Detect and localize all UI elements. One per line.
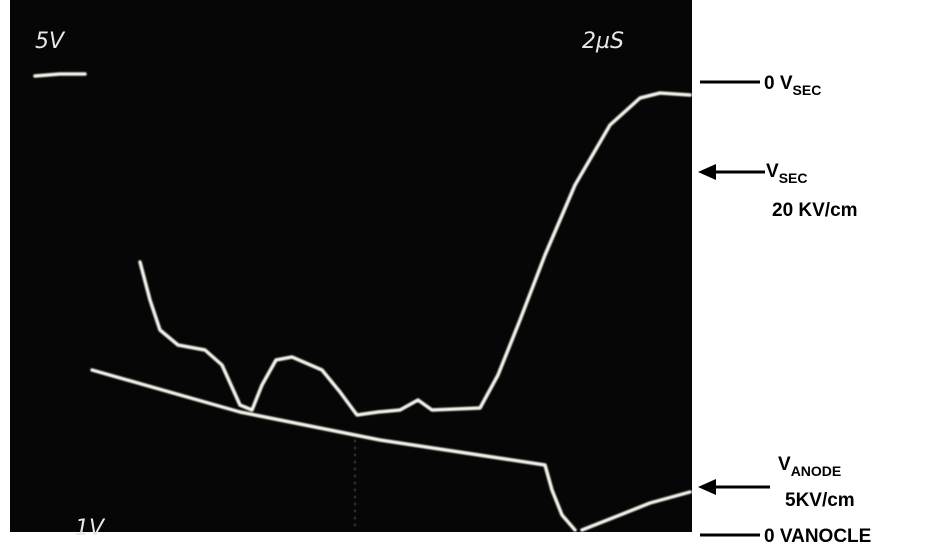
arrow-head	[698, 164, 716, 180]
svg-text:0 VSEC: 0 VSEC	[764, 73, 821, 98]
annotation: 5KV/cm	[785, 490, 855, 511]
annotation: V	[766, 161, 779, 182]
annotation-sub: SEC	[793, 82, 822, 98]
annotation-sub: SEC	[779, 170, 808, 186]
arrow-head	[698, 479, 716, 495]
annotation: 20 KV/cm	[772, 200, 858, 221]
scope-screen	[10, 0, 692, 532]
annotation: 0 VANOCLE	[764, 526, 871, 547]
svg-text:VSEC: VSEC	[766, 161, 807, 186]
time-label: 2µS	[582, 29, 624, 54]
page: 5V 2µS 1V 0 VSEC VSEC 20 KV/cm VANODE 5K…	[0, 0, 930, 550]
svg-text:VANODE: VANODE	[778, 454, 841, 479]
annotation: 0 V	[764, 73, 793, 94]
reference-dash	[35, 74, 85, 76]
annotation: V	[778, 454, 791, 475]
figure: 5V 2µS 1V 0 VSEC VSEC 20 KV/cm VANODE 5K…	[0, 0, 930, 550]
volts-label: 5V	[35, 29, 66, 54]
annotation-sub: ANODE	[791, 463, 842, 479]
volts-label-bottom: 1V	[75, 516, 106, 541]
